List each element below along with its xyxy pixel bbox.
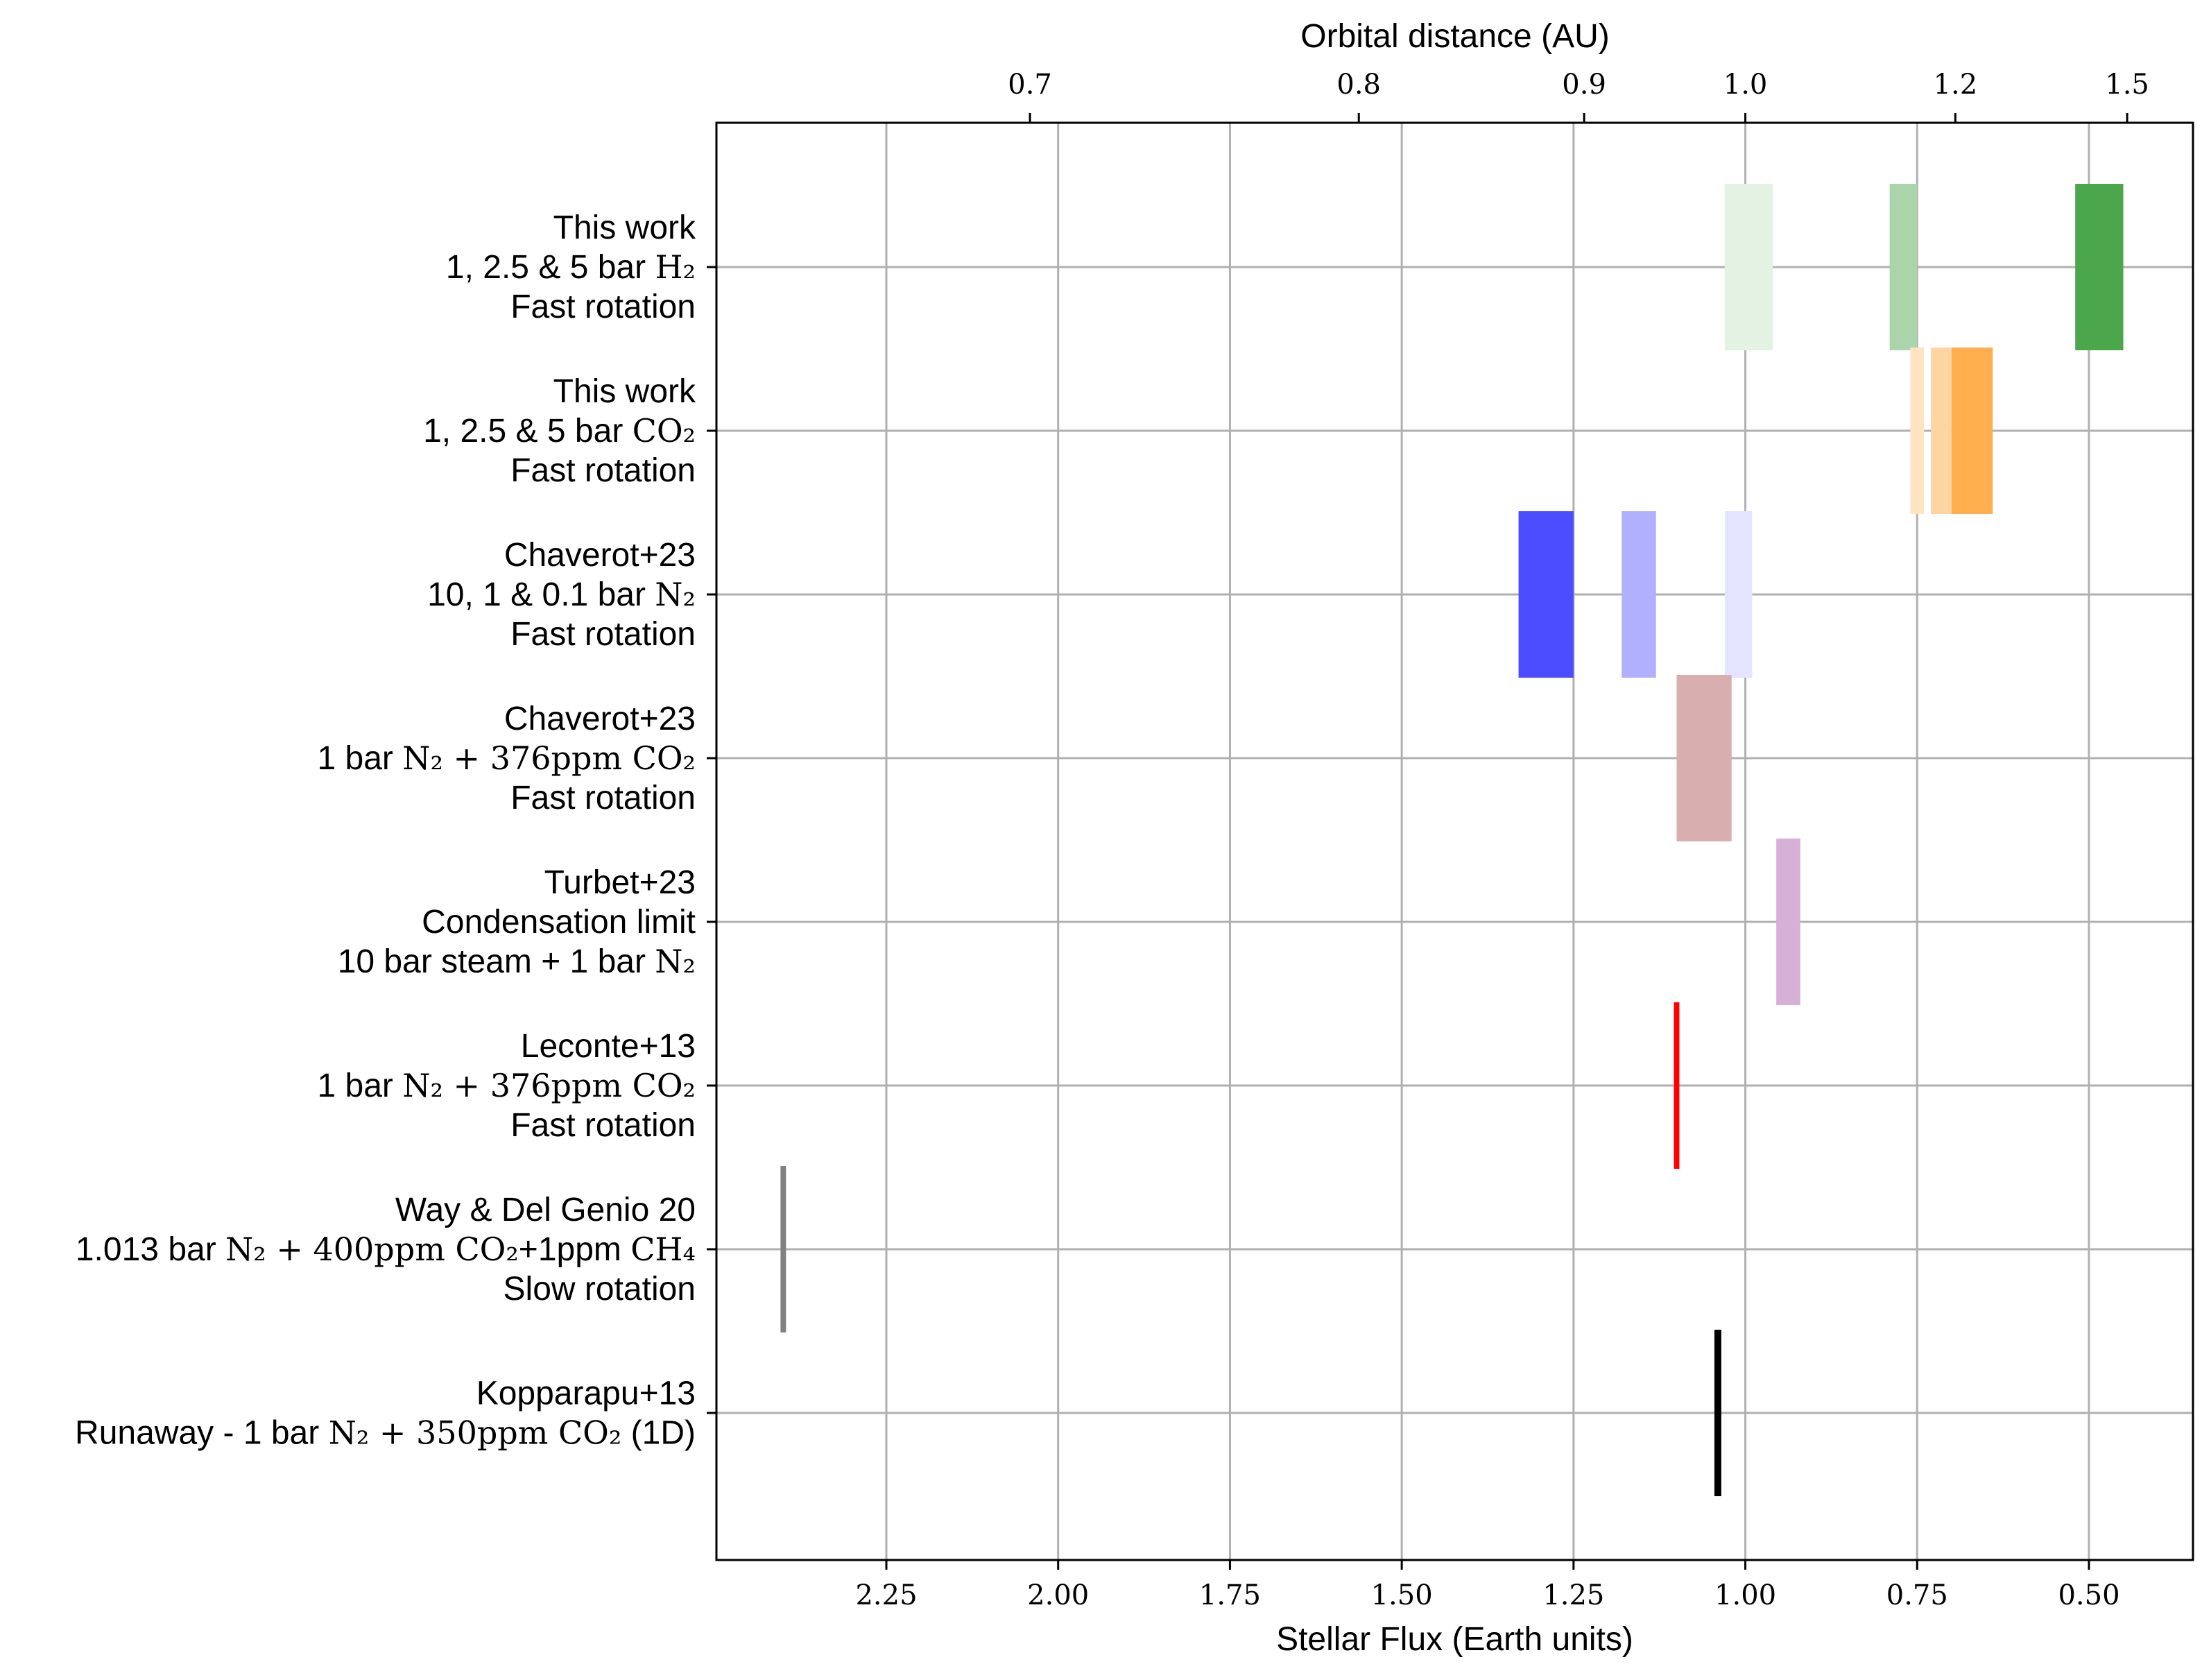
top-tick-label: 0.9 — [1562, 69, 1606, 101]
row-label-line: Slow rotation — [504, 1271, 696, 1308]
row-label-line: Leconte+13 — [521, 1028, 696, 1065]
data-bar — [1714, 1330, 1721, 1496]
row-label-line: Condensation limit — [422, 904, 696, 941]
top-tick-label: 0.8 — [1336, 69, 1381, 101]
row-label-line: This work — [553, 209, 696, 246]
row-label-line: Way & Del Genio 20 — [395, 1192, 696, 1228]
row-label-line: Chaverot+23 — [504, 701, 696, 737]
top-tick-label: 1.5 — [2105, 69, 2149, 101]
row-label: Way & Del Genio 201.013 bar N₂ + 400ppm … — [76, 1192, 696, 1308]
data-bar — [1889, 184, 1918, 350]
row-label-line: Turbet+23 — [544, 864, 696, 901]
data-bar — [1518, 511, 1574, 678]
top-tick-label: 1.0 — [1723, 69, 1768, 101]
x-tick-label: 1.75 — [1199, 1579, 1261, 1611]
x-tick-label: 1.50 — [1371, 1579, 1433, 1611]
row-label-line: Fast rotation — [510, 452, 696, 489]
row-label-line: 1.013 bar N₂ + 400ppm CO₂+1ppm CH₄ — [76, 1231, 696, 1268]
row-label-line: Fast rotation — [510, 780, 696, 816]
row-label-line: Runaway - 1 bar N₂ + 350ppm CO₂ (1D) — [75, 1414, 696, 1452]
data-bar — [1724, 184, 1773, 350]
x-tick-label: 0.75 — [1886, 1579, 1948, 1611]
data-bar — [1674, 1002, 1680, 1169]
data-bar — [2075, 184, 2124, 350]
row-label-line: 1, 2.5 & 5 bar H₂ — [446, 248, 696, 286]
top-axis-title: Orbital distance (AU) — [1300, 18, 1609, 55]
grid-lines — [716, 123, 2193, 1560]
row-label-line: 1, 2.5 & 5 bar CO₂ — [423, 412, 696, 449]
row-label-line: Fast rotation — [510, 616, 696, 653]
top-tick-label: 0.7 — [1008, 69, 1052, 101]
x-axis-title: Stellar Flux (Earth units) — [1276, 1621, 1633, 1658]
row-label-line: Kopparapu+13 — [476, 1375, 696, 1412]
x-tick-label: 2.25 — [855, 1579, 917, 1611]
row-label-line: 10, 1 & 0.1 bar N₂ — [427, 576, 696, 613]
data-bar — [1931, 348, 1952, 514]
row-label-line: 10 bar steam + 1 bar N₂ — [338, 943, 696, 980]
data-bar — [780, 1166, 786, 1332]
row-label-line: 1 bar N₂ + 376ppm CO₂ — [317, 739, 696, 777]
row-label-line: Chaverot+23 — [504, 537, 696, 574]
plot-frame — [715, 121, 2194, 1561]
x-tick-label: 0.50 — [2058, 1579, 2119, 1611]
data-bar — [1776, 839, 1800, 1005]
data-bar — [1910, 348, 1925, 514]
row-label-line: 1 bar N₂ + 376ppm CO₂ — [317, 1067, 696, 1104]
axis-ticks: 2.25 2.00 1.75 1.50 1.25 1.00 0.75 0.50 0.7 0.8 0.… — [707, 69, 2149, 1611]
data-bar — [1676, 675, 1732, 841]
data-bars — [780, 184, 2124, 1496]
data-bar — [1951, 348, 1993, 514]
top-tick-label: 1.2 — [1934, 69, 1978, 101]
row-label-line: This work — [553, 373, 696, 410]
x-tick-label: 1.25 — [1542, 1579, 1604, 1611]
data-bar — [1622, 511, 1656, 678]
row-label-line: Fast rotation — [510, 1107, 696, 1144]
data-bar — [1724, 511, 1753, 678]
row-label-line: Fast rotation — [510, 289, 696, 325]
x-tick-label: 1.00 — [1714, 1579, 1776, 1611]
x-tick-label: 2.00 — [1027, 1579, 1089, 1611]
